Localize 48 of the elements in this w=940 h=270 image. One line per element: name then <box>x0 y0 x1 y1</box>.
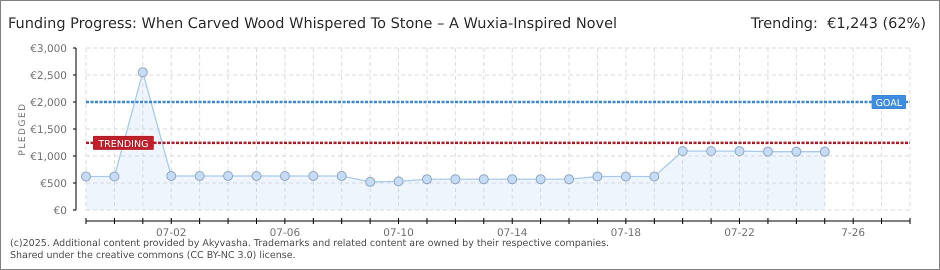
x-tick-label: 07-02 <box>156 227 186 239</box>
point <box>81 172 91 182</box>
y-tick-label: €1,500 <box>30 124 67 136</box>
point <box>166 170 176 181</box>
point <box>365 176 376 187</box>
point <box>194 170 205 181</box>
text: Shared under the creative commons (CC BY-NC 3.0) license. <box>10 250 296 261</box>
point <box>336 170 347 181</box>
point <box>478 174 489 184</box>
ref-line-label: GOAL <box>876 98 903 109</box>
point <box>734 146 745 156</box>
point <box>308 170 318 181</box>
y-tick-label: €1,000 <box>30 151 67 163</box>
x-tick-label: 7-26 <box>841 227 866 239</box>
point <box>394 176 404 186</box>
point <box>678 146 688 156</box>
point <box>820 146 830 157</box>
y-tick-label: €3,000 <box>30 43 67 55</box>
x-tick-label: 07-14 <box>496 227 528 239</box>
text: (c)2025. Additional content provided by Akyvasha. Trademarks and related content are owned by their respective companies. <box>10 238 610 249</box>
point <box>251 170 262 181</box>
point <box>592 172 602 182</box>
chart-subtitle: Trending: €1,243 (62%) <box>750 16 926 32</box>
y-tick-label: €2,500 <box>30 70 67 82</box>
point <box>620 172 631 182</box>
y-axis-title: PLEDGED <box>18 102 28 156</box>
point <box>564 174 574 184</box>
point <box>138 67 148 78</box>
point <box>791 146 802 157</box>
y-tick-label: €0 <box>54 205 67 217</box>
point <box>507 174 518 184</box>
point <box>280 170 290 181</box>
ref-line-label: TRENDING <box>97 138 148 150</box>
point <box>706 146 716 156</box>
y-tick-label: €2,000 <box>30 97 67 109</box>
point <box>536 174 546 184</box>
point <box>422 174 432 184</box>
x-tick-label: 07-10 <box>383 227 414 239</box>
x-tick-label: 07-18 <box>610 227 642 239</box>
point <box>649 172 660 182</box>
point <box>223 170 234 181</box>
point <box>762 146 773 157</box>
point <box>109 172 120 182</box>
point <box>450 174 460 184</box>
chart-title: Funding Progress: When Carved Wood Whispered To Stone – A Wuxia-Inspired Novel <box>8 16 618 32</box>
x-tick-label: 07-22 <box>724 227 755 239</box>
y-tick-label: €500 <box>40 178 67 190</box>
x-tick-label: 07-06 <box>270 227 300 239</box>
